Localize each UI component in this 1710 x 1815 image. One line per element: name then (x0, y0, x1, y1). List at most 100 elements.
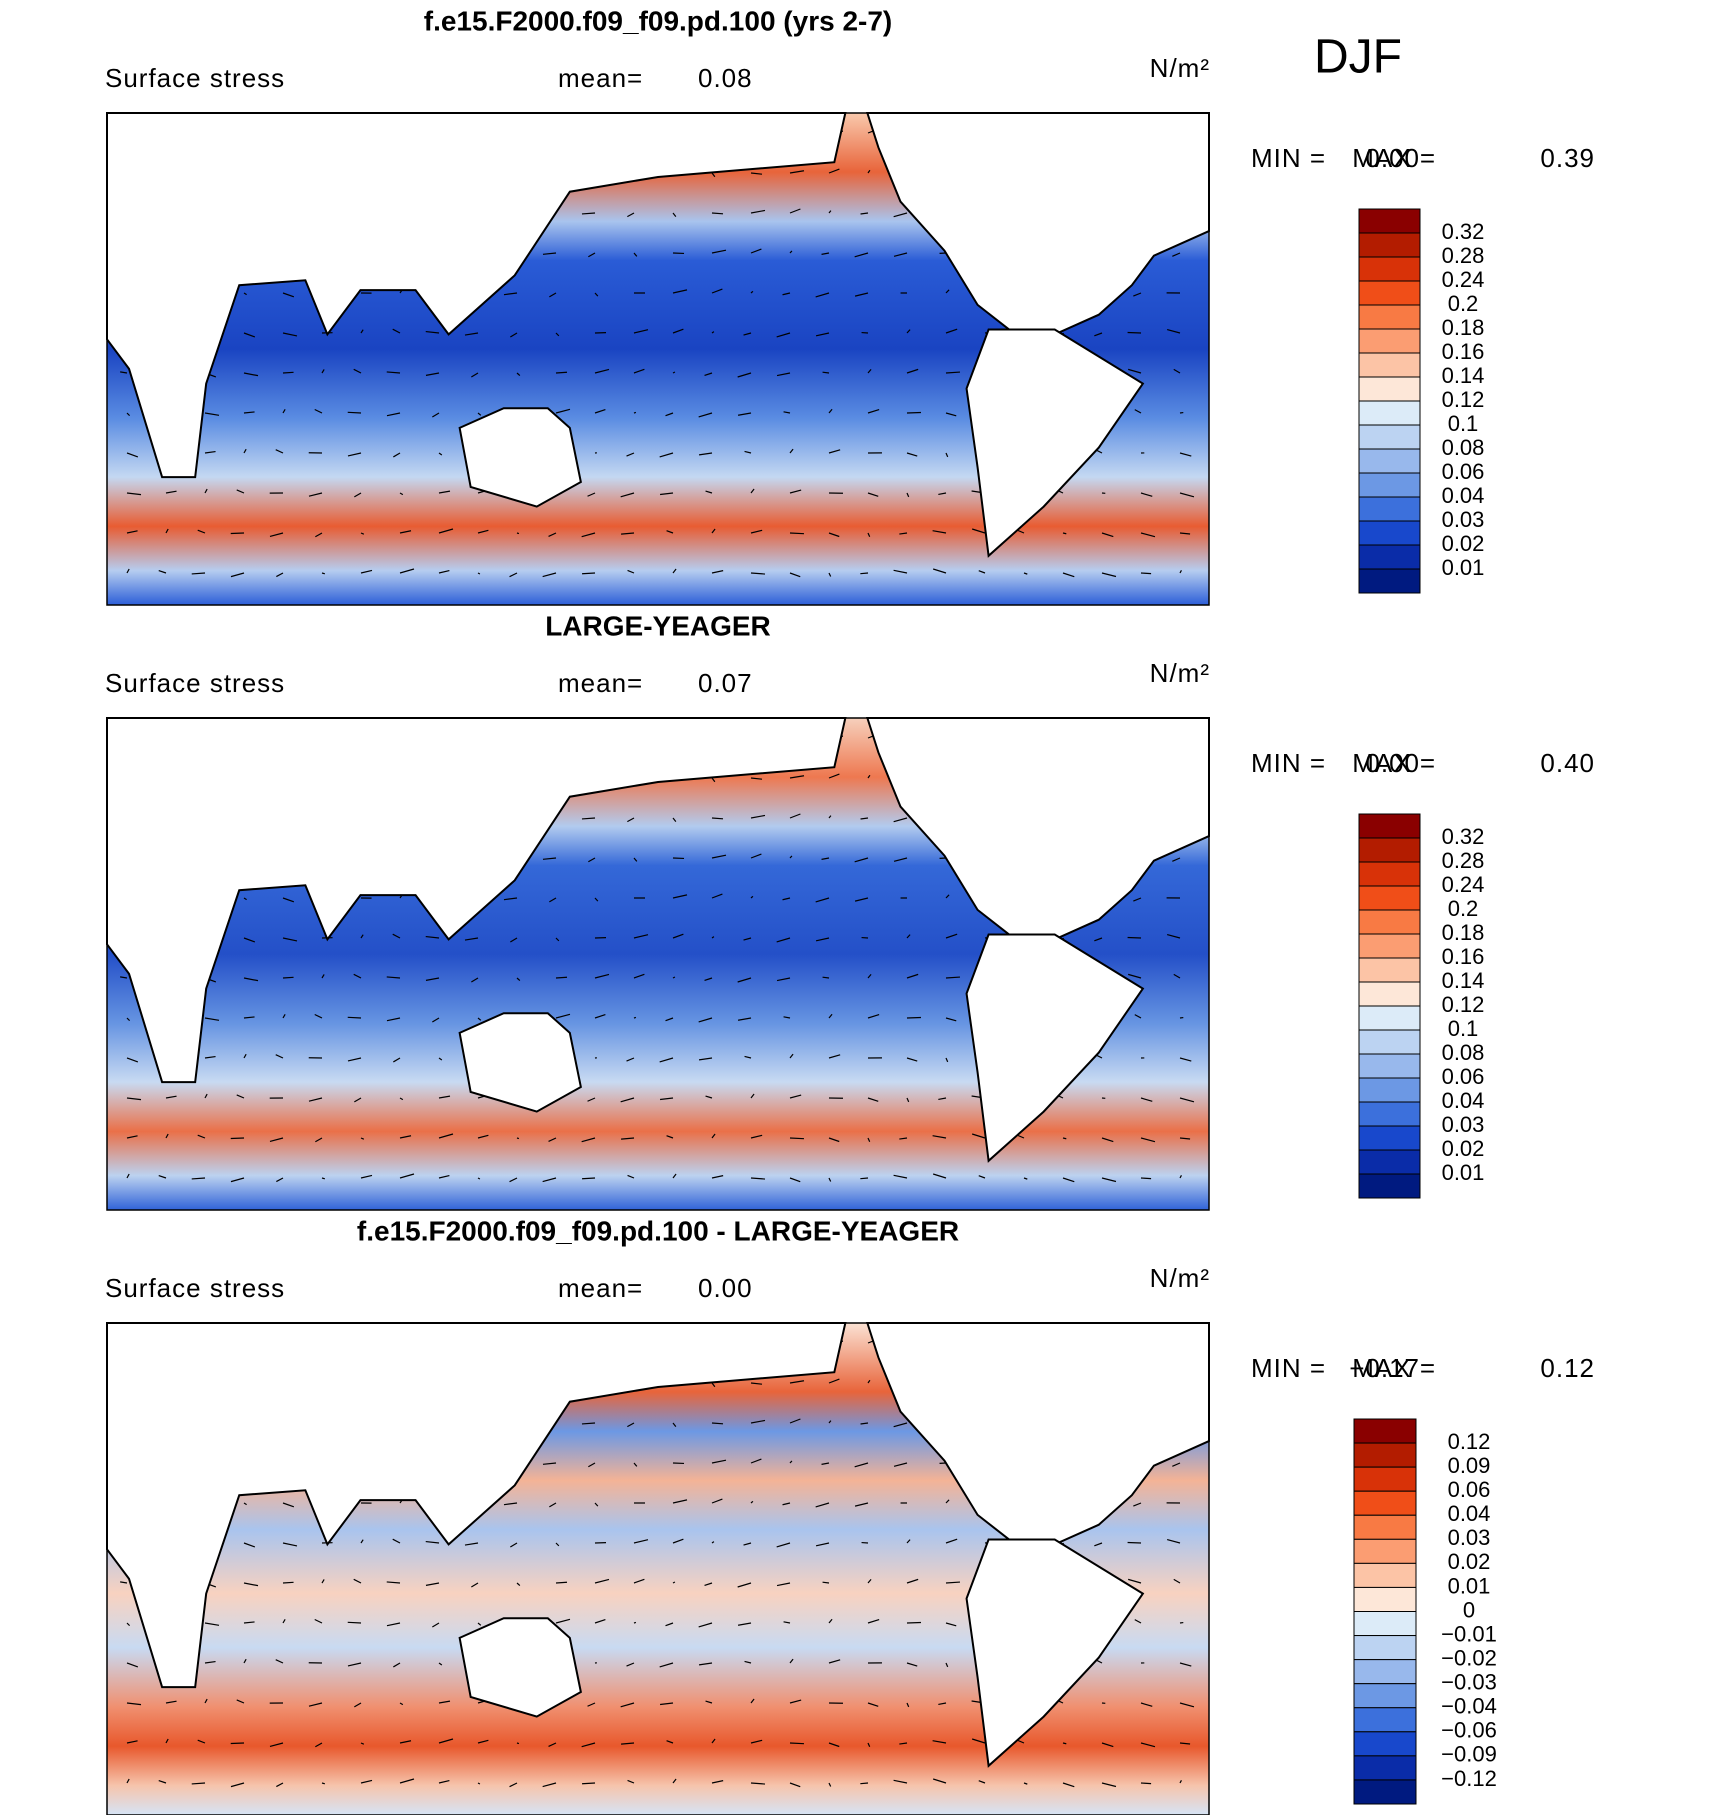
wind-vector (776, 937, 791, 943)
wind-vector (620, 492, 635, 498)
wind-vector (945, 1499, 950, 1504)
wind-vector (321, 1177, 326, 1180)
colorbar-box (1353, 1490, 1417, 1516)
colorbar-box (1358, 909, 1421, 935)
land (106, 112, 847, 479)
wind-vector (165, 490, 177, 494)
wind-vector (932, 530, 947, 534)
wind-vector (906, 1016, 922, 1019)
wind-vector (275, 1054, 284, 1059)
wind-vector (1023, 1782, 1028, 1785)
wind-vector (243, 977, 259, 982)
wind-vector (126, 568, 130, 574)
wind-vector (854, 1462, 869, 1468)
wind-vector (1179, 1702, 1195, 1708)
wind-vector (425, 977, 440, 981)
wind-vector (711, 570, 724, 574)
wind-vector (750, 1500, 754, 1504)
wind-vector (438, 1057, 443, 1061)
wind-vector (633, 857, 638, 862)
wind-vector (750, 529, 763, 534)
wind-vector (828, 815, 832, 819)
wind-vector (510, 1542, 518, 1548)
wind-vector (626, 1662, 635, 1667)
wind-vector (750, 172, 763, 175)
wind-vector (1101, 572, 1117, 578)
wind-vector (906, 452, 918, 457)
wind-vector (1140, 1702, 1153, 1707)
wind-vector (1179, 492, 1195, 498)
wind-vector (750, 1782, 766, 1785)
wind-vector (867, 774, 871, 779)
colorbar-box (1358, 933, 1421, 959)
wind-vector (978, 570, 986, 574)
colorbar-box (1353, 1731, 1417, 1757)
wind-vector (230, 1137, 245, 1140)
wind-vector (893, 569, 908, 574)
wind-vector (672, 568, 677, 574)
wind-vector (1172, 1462, 1181, 1467)
wind-vector (588, 252, 596, 258)
wind-vector (627, 1174, 635, 1179)
wind-vector (1140, 1137, 1156, 1143)
panel-title: LARGE-YEAGER (545, 610, 771, 641)
wind-vector (510, 332, 518, 338)
wind-vector (594, 1618, 606, 1624)
wind-vector (555, 1542, 560, 1547)
units: N/m² (1150, 658, 1210, 688)
colorbar-box (1358, 256, 1421, 282)
wind-vector (932, 1778, 947, 1784)
wind-vector (282, 371, 294, 374)
wind-vector (776, 372, 791, 377)
wind-vector (893, 1462, 908, 1467)
wind-vector (789, 1460, 793, 1464)
wind-vector (705, 1700, 713, 1704)
wind-vector (750, 290, 754, 294)
wind-vector (1140, 1742, 1156, 1748)
wind-vector (581, 212, 596, 215)
wind-vector (236, 489, 245, 494)
wind-vector (1166, 1538, 1181, 1544)
wind-vector (860, 212, 869, 215)
wind-vector (126, 1173, 130, 1179)
colorbar-box (1353, 1562, 1417, 1588)
wind-vector (353, 368, 362, 374)
wind-vector (744, 1055, 752, 1059)
wind-vector (633, 1016, 637, 1019)
wind-vector (633, 252, 638, 257)
wind-vector (477, 529, 489, 534)
wind-vector (860, 1422, 869, 1425)
wind-vector (392, 933, 401, 939)
wind-vector (867, 1137, 871, 1142)
wind-vector (243, 1542, 256, 1548)
mean-value: 0.07 (698, 668, 753, 698)
wind-vector (587, 492, 596, 497)
wind-vector (197, 1134, 206, 1139)
wind-vector (165, 1738, 169, 1744)
wind-vector (711, 1382, 716, 1388)
wind-vector (582, 1782, 596, 1785)
wind-vector (1101, 532, 1114, 538)
wind-vector (347, 411, 362, 414)
wind-vector (282, 1502, 295, 1508)
wind-vector (659, 492, 674, 496)
colorbar-box (1353, 1635, 1417, 1661)
wind-vector (582, 572, 596, 575)
units: N/m² (1150, 1263, 1210, 1293)
wind-vector (789, 855, 793, 859)
wind-vector (321, 1579, 325, 1584)
wind-vector (126, 1740, 138, 1744)
wind-vector (165, 1700, 177, 1704)
wind-vector (698, 1622, 713, 1628)
wind-vector (432, 1622, 440, 1628)
variable-label: Surface stress (105, 1273, 285, 1303)
wind-vector (353, 973, 362, 979)
wind-vector (821, 252, 830, 255)
colorbar-label: 0.18 (1442, 315, 1485, 340)
wind-vector (360, 329, 364, 334)
wind-vector (789, 170, 805, 174)
wind-vector (438, 1700, 451, 1704)
colorbar-box (1358, 1005, 1421, 1031)
wind-vector (893, 1779, 908, 1784)
min-label: MIN = (1251, 1353, 1326, 1383)
